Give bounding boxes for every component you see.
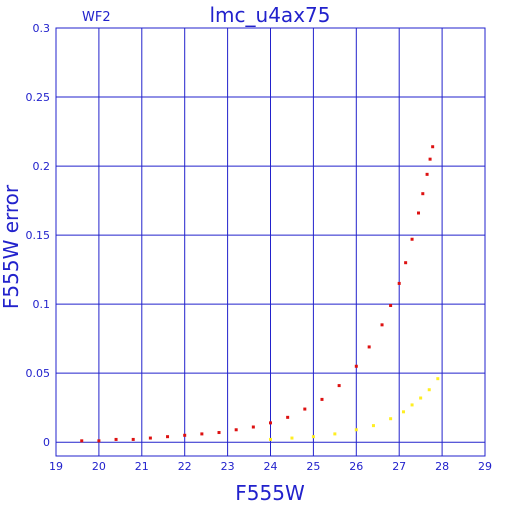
- y-tick-label: 0: [43, 436, 50, 449]
- x-tick-label: 24: [264, 460, 278, 473]
- x-tick-label: 28: [435, 460, 449, 473]
- yellow-data-point: [419, 396, 423, 400]
- red-data-point: [303, 407, 307, 411]
- red-data-point: [404, 261, 408, 265]
- red-data-point: [114, 437, 118, 441]
- red-data-point: [183, 433, 187, 437]
- y-tick-label: 0.05: [26, 367, 51, 380]
- red-data-point: [234, 428, 238, 432]
- yellow-data-point: [354, 428, 358, 432]
- grid: [55, 27, 486, 456]
- red-data-point: [389, 304, 393, 308]
- y-tick-label: 0.25: [26, 91, 51, 104]
- y-tick-label: 0.1: [33, 298, 51, 311]
- red-data-point: [367, 345, 371, 349]
- y-tick-labels: 0 0.05 0.1 0.15 0.2 0.25 0.3: [26, 22, 51, 449]
- red-data-point: [148, 436, 152, 440]
- yellow-data-point: [389, 417, 393, 421]
- red-data-point: [217, 431, 221, 435]
- yellow-data-point: [427, 388, 431, 392]
- x-tick-labels: 19 20 21 22 23 24 25 26 27 28 29: [49, 460, 492, 473]
- yellow-data-point: [371, 424, 375, 428]
- chart-title: lmc_u4ax75: [210, 3, 331, 27]
- red-data-point: [410, 237, 414, 241]
- yellow-data-point: [410, 403, 414, 407]
- x-tick-label: 22: [178, 460, 192, 473]
- yellow-points: [269, 377, 440, 441]
- y-axis-title: F555W error: [0, 184, 23, 309]
- red-data-point: [97, 439, 101, 443]
- yellow-data-point: [436, 377, 440, 381]
- red-data-point: [421, 192, 425, 196]
- x-tick-label: 25: [306, 460, 320, 473]
- red-data-point: [337, 384, 341, 388]
- red-data-point: [131, 437, 135, 441]
- red-data-point: [269, 421, 272, 425]
- yellow-data-point: [290, 436, 294, 440]
- red-data-point: [80, 439, 84, 443]
- red-data-point: [380, 323, 384, 327]
- chip-label: WF2: [82, 10, 111, 25]
- x-tick-label: 21: [135, 460, 149, 473]
- plot-frame: [55, 27, 486, 457]
- red-data-point: [428, 157, 432, 161]
- x-axis-title: F555W: [235, 481, 305, 505]
- yellow-data-point: [401, 410, 405, 414]
- x-tick-label: 20: [92, 460, 106, 473]
- x-tick-label: 27: [392, 460, 406, 473]
- red-data-point: [417, 211, 421, 215]
- y-tick-label: 0.3: [33, 22, 51, 35]
- x-tick-label: 29: [478, 460, 492, 473]
- red-data-point: [397, 281, 401, 285]
- yellow-data-point: [269, 437, 272, 441]
- yellow-data-point: [333, 432, 337, 436]
- red-data-point: [425, 172, 429, 176]
- red-points: [80, 145, 435, 443]
- red-data-point: [166, 435, 170, 439]
- red-data-point: [251, 425, 255, 429]
- x-tick-label: 23: [221, 460, 235, 473]
- y-tick-label: 0.2: [33, 160, 51, 173]
- x-tick-label: 26: [349, 460, 363, 473]
- red-data-point: [286, 415, 290, 419]
- red-data-point: [320, 397, 324, 401]
- x-tick-label: 19: [49, 460, 63, 473]
- red-data-point: [354, 364, 358, 368]
- y-tick-label: 0.15: [26, 229, 51, 242]
- red-data-point: [431, 145, 435, 149]
- yellow-data-point: [311, 435, 315, 439]
- red-data-point: [200, 432, 204, 436]
